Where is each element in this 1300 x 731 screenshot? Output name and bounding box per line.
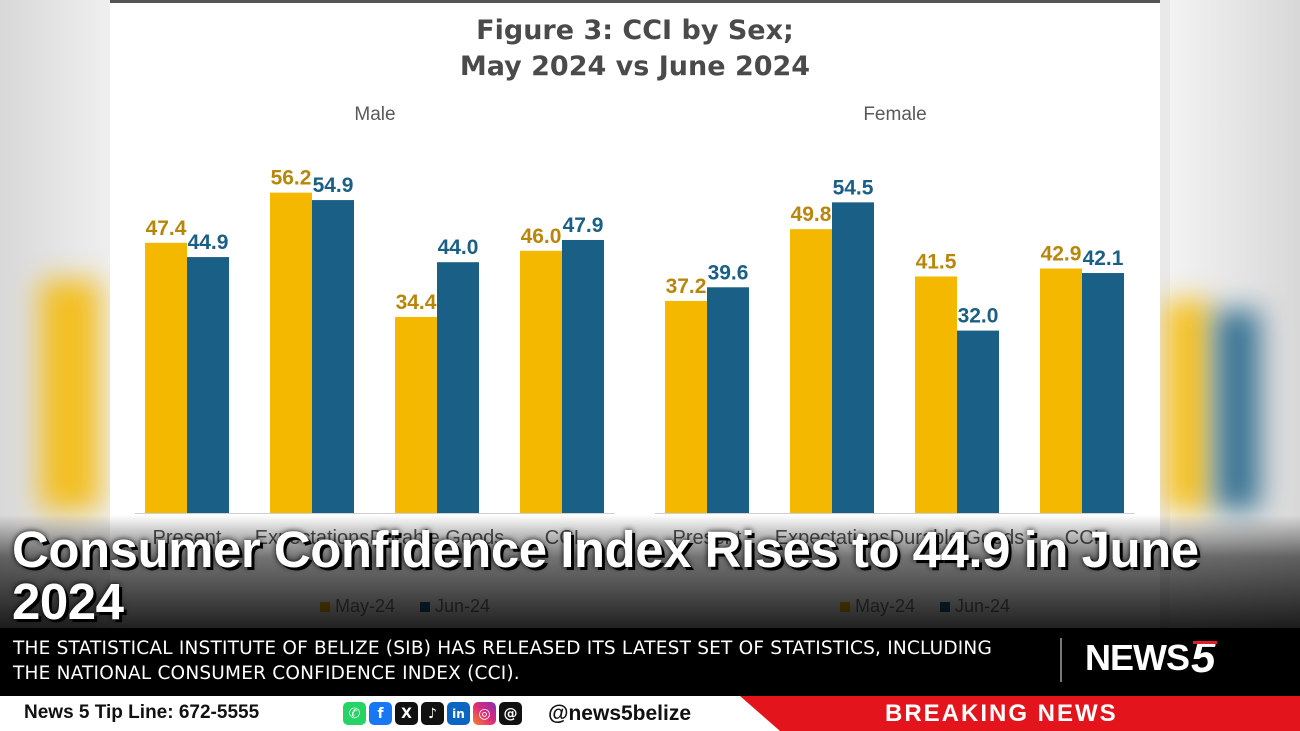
bar-male-may-24 [520, 250, 562, 514]
social-handle[interactable]: @news5belize [548, 702, 692, 725]
bar-male-jun-24 [187, 257, 229, 513]
bar-male-jun-24 [312, 200, 354, 513]
data-label: 46.0 [521, 225, 562, 248]
bar-male-may-24 [145, 242, 187, 513]
data-label: 44.9 [188, 231, 229, 254]
x-icon[interactable]: X [395, 702, 418, 725]
bar-male-may-24 [270, 192, 312, 513]
logo-text: NEWS [1085, 637, 1190, 678]
data-label: 32.0 [958, 305, 999, 328]
subheadline: THE STATISTICAL INSTITUTE OF BELIZE (SIB… [13, 638, 993, 684]
breaking-news-label: BREAKING NEWS [885, 700, 1118, 727]
background-blob [1215, 310, 1260, 510]
data-label: 42.1 [1083, 247, 1124, 270]
data-label: 42.9 [1041, 242, 1082, 265]
subheadline-bar [0, 628, 1300, 696]
headline: Consumer Confidence Index Rises to 44.9 … [12, 521, 1199, 630]
data-label: 54.5 [833, 176, 874, 199]
data-label: 39.6 [708, 261, 749, 284]
bar-female-jun-24 [1082, 273, 1124, 513]
bar-female-may-24 [1040, 268, 1082, 513]
data-label: 44.0 [438, 236, 479, 259]
threads-icon[interactable]: @ [499, 702, 522, 725]
social-icons: ✆ f X ♪ in ◎ @ [343, 702, 522, 725]
instagram-icon[interactable]: ◎ [473, 702, 496, 725]
logo-divider [1060, 638, 1062, 682]
bar-female-may-24 [790, 229, 832, 513]
data-label: 56.2 [271, 167, 312, 190]
data-label: 34.4 [396, 291, 437, 314]
whatsapp-icon[interactable]: ✆ [343, 702, 366, 725]
bar-male-may-24 [395, 316, 437, 513]
tiktok-icon[interactable]: ♪ [421, 702, 444, 725]
data-label: 41.5 [916, 250, 957, 273]
linkedin-icon[interactable]: in [447, 702, 470, 725]
data-label: 54.9 [313, 174, 354, 197]
tip-line: News 5 Tip Line: 672-5555 [24, 702, 260, 723]
background-blob [40, 280, 100, 510]
logo-number: 5 [1191, 633, 1219, 682]
bar-male-jun-24 [562, 239, 604, 513]
breaking-banner [740, 696, 1300, 731]
news5-logo: NEWS 5 [1085, 633, 1219, 682]
facebook-icon[interactable]: f [369, 702, 392, 725]
data-label: 47.9 [563, 214, 604, 237]
panel-title-female: Female [863, 104, 926, 125]
bar-female-may-24 [665, 300, 707, 513]
bar-female-jun-24 [957, 330, 999, 513]
bar-female-jun-24 [707, 287, 749, 513]
data-label: 37.2 [666, 275, 707, 298]
data-label: 49.8 [791, 203, 832, 226]
slide-top-border [110, 0, 1160, 3]
data-label: 47.4 [146, 217, 187, 240]
background-blob [1165, 300, 1210, 510]
figure-title-line1: Figure 3: CCI by Sex; [476, 15, 794, 46]
headline-shade [0, 515, 1300, 635]
figure-title-line2: May 2024 vs June 2024 [459, 51, 811, 82]
bar-female-may-24 [915, 276, 957, 513]
bar-male-jun-24 [437, 262, 479, 513]
bar-female-jun-24 [832, 202, 874, 513]
panel-title-male: Male [354, 104, 395, 125]
